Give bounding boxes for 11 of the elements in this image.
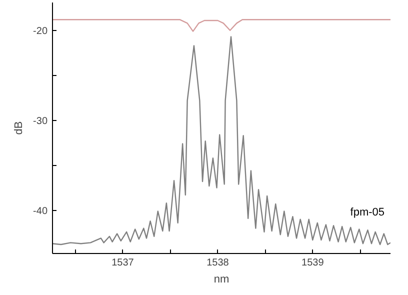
- line-series: [52, 18, 390, 32]
- x-tick-label: 1538: [206, 258, 230, 268]
- y-tick-label: -30: [33, 116, 48, 127]
- y-tick-label: -20: [33, 26, 48, 37]
- y-axis-title: dB: [13, 121, 26, 135]
- x-tick-label: 1539: [302, 258, 324, 268]
- x-tick-label: 1537: [112, 258, 134, 268]
- series-label: fpm-05: [350, 206, 385, 219]
- y-tick-label: -40: [33, 206, 48, 217]
- x-axis-title: nm: [214, 274, 230, 286]
- line-series: [52, 36, 390, 246]
